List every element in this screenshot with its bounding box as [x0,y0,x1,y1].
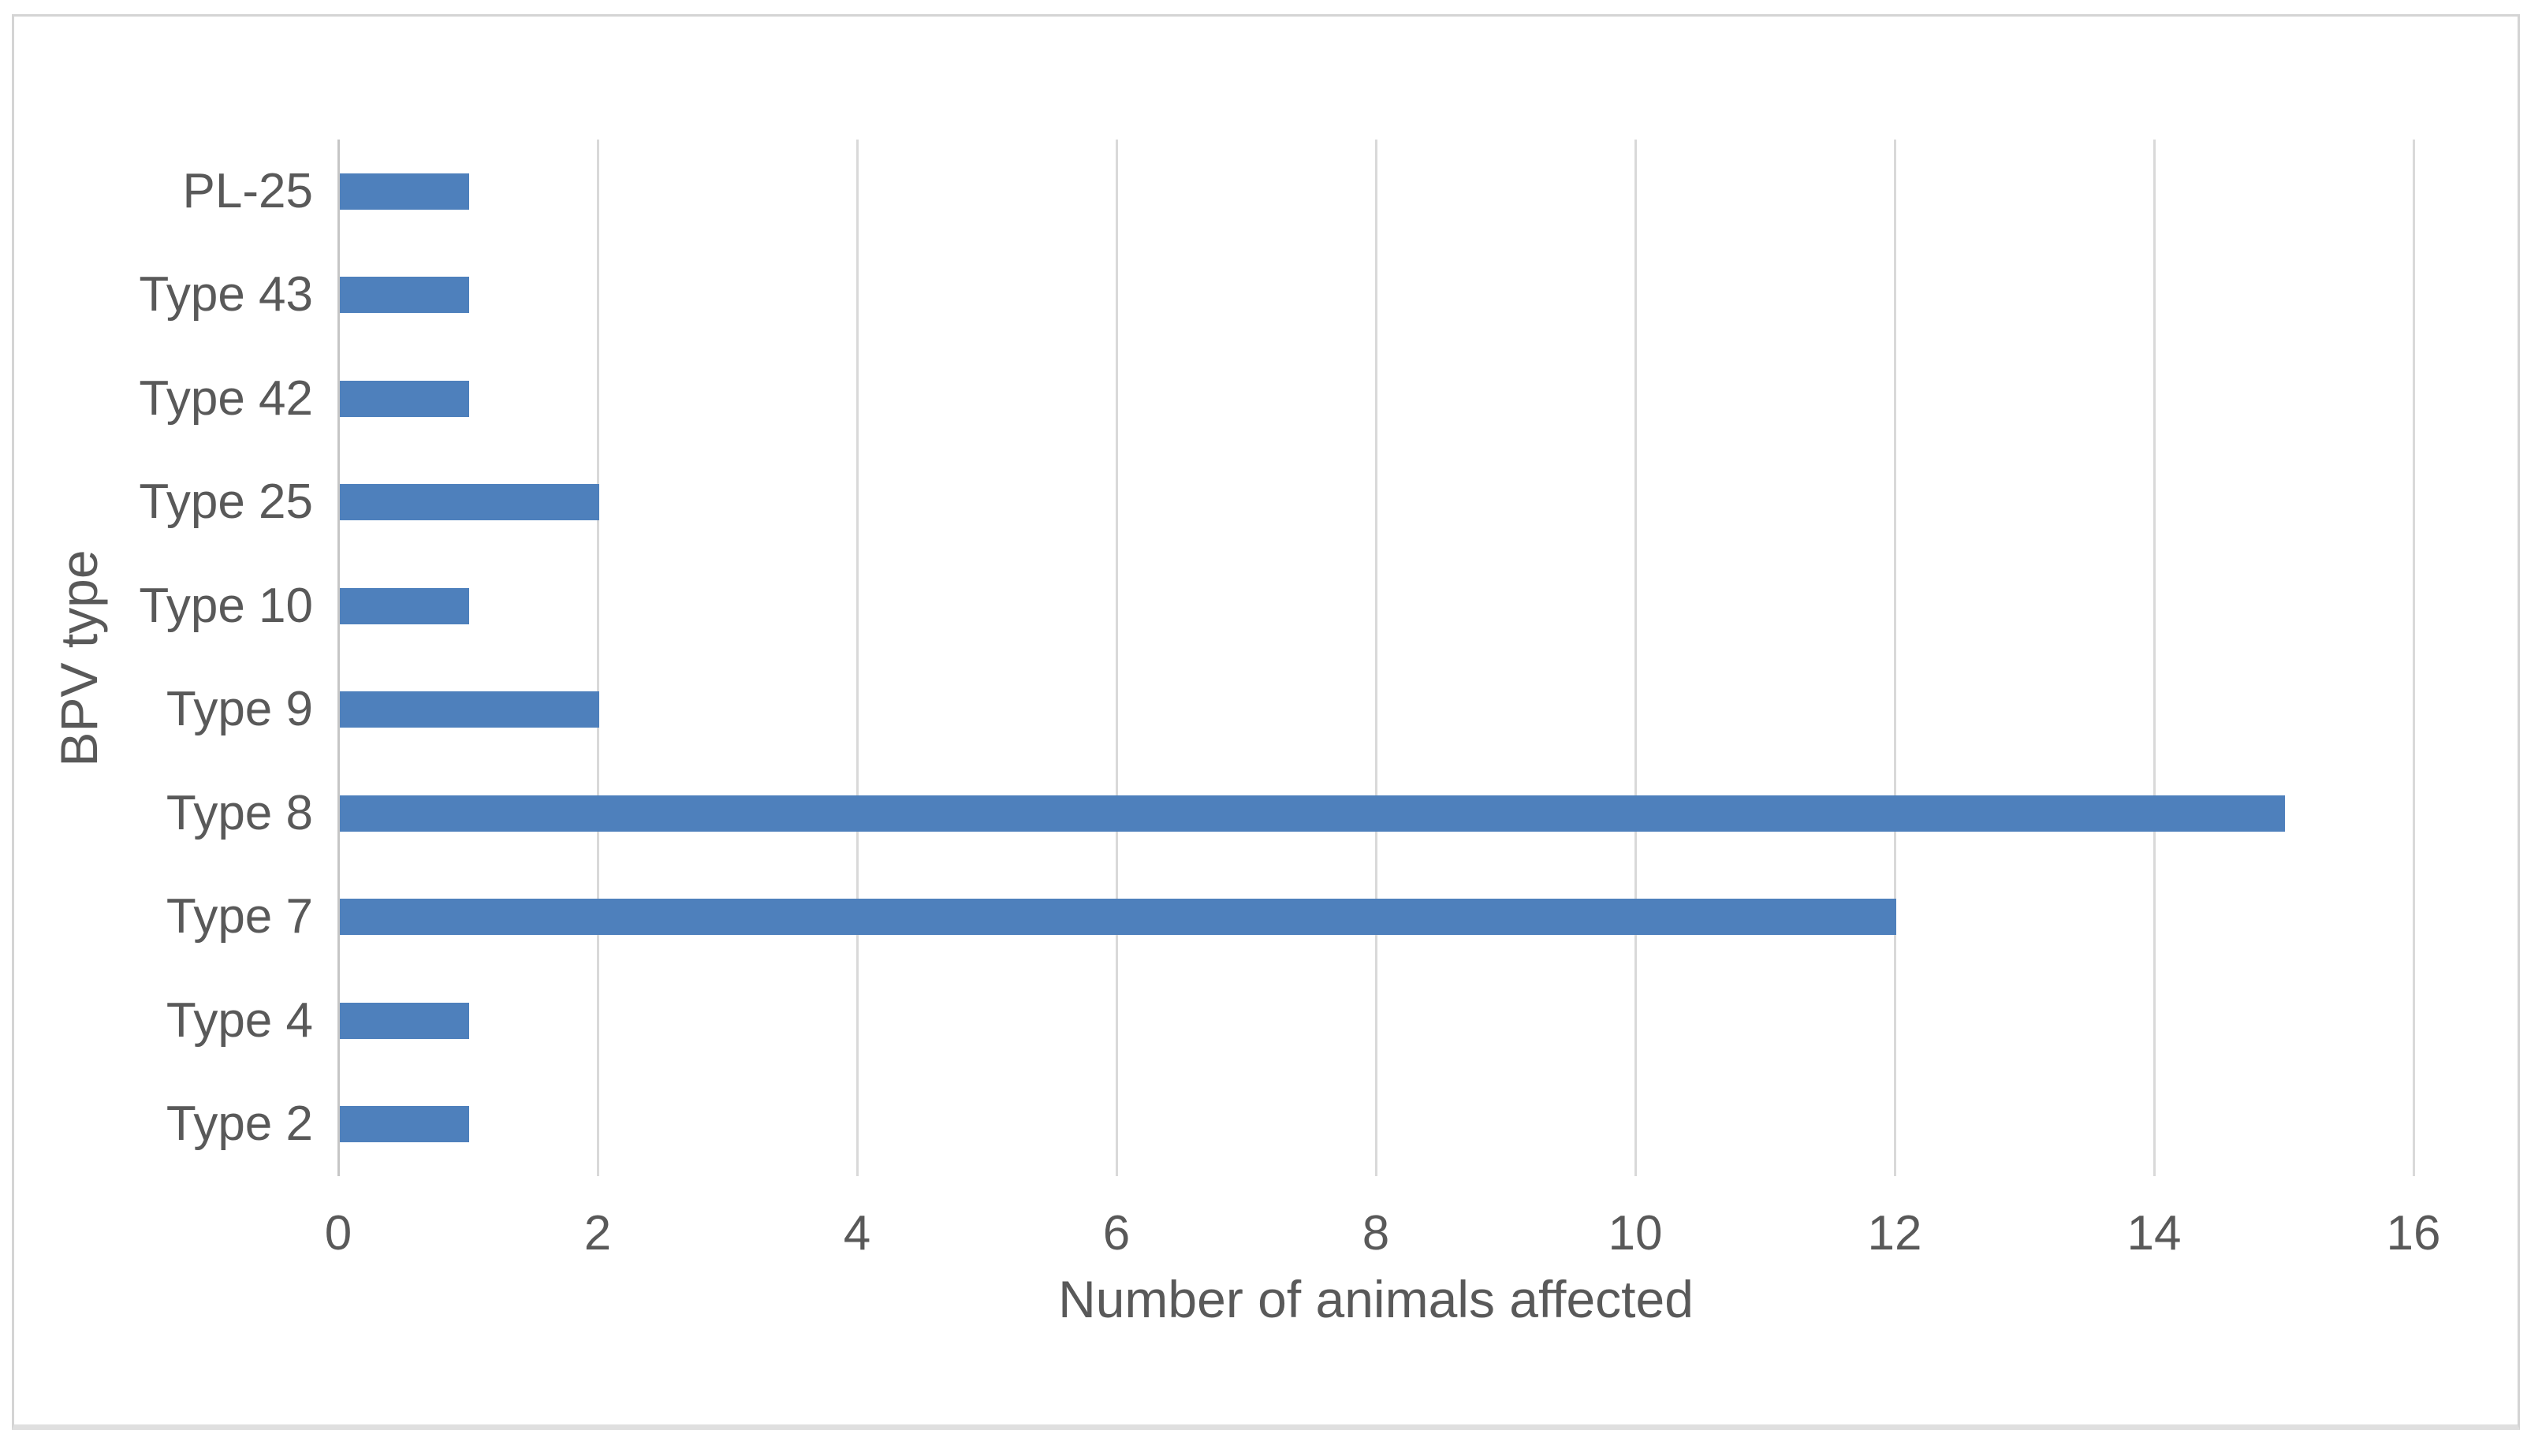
gridline [855,140,859,1176]
gridline [1634,140,1637,1176]
gridline [2152,140,2156,1176]
bar [339,691,599,728]
y-axis-category-label: Type 7 [166,889,313,944]
x-axis-tick-label: 6 [1102,1206,1131,1261]
bar [339,795,2285,832]
bar [339,380,469,417]
gridline [1115,140,1118,1176]
bar [339,1002,469,1039]
bar [339,277,469,314]
x-axis-tick-label: 4 [843,1206,871,1261]
gridline [596,140,599,1176]
y-axis-category-label: Type 4 [166,992,313,1048]
x-axis-tick-label: 12 [1867,1206,1922,1261]
x-axis-tick-label: 2 [583,1206,612,1261]
bar [339,173,469,210]
y-axis-title: BPV type [50,549,108,767]
x-axis-tick-label: 0 [324,1206,352,1261]
x-axis-tick-label: 8 [1362,1206,1390,1261]
gridline [2412,140,2415,1176]
bar [339,1106,469,1143]
y-axis-category-label: Type 43 [139,267,313,322]
bar [339,587,469,624]
y-axis-category-label: Type 8 [166,785,313,840]
x-axis-tick-label: 14 [2126,1206,2182,1261]
y-axis-category-label: Type 2 [166,1097,313,1152]
gridline [1374,140,1377,1176]
y-axis-category-label: Type 25 [139,475,313,530]
bar [339,899,1896,936]
x-axis-tick-label: 10 [1608,1206,1663,1261]
x-axis-tick-label: 16 [2386,1206,2441,1261]
y-axis-category-label: Type 9 [166,682,313,737]
x-axis-title: Number of animals affected [1058,1270,1694,1328]
y-axis-line [337,140,340,1176]
y-axis-category-label: Type 10 [139,578,313,633]
gridline [1893,140,1896,1176]
bar [339,484,599,521]
y-axis-category-label: Type 42 [139,371,313,426]
y-axis-category-label: PL-25 [182,163,313,218]
